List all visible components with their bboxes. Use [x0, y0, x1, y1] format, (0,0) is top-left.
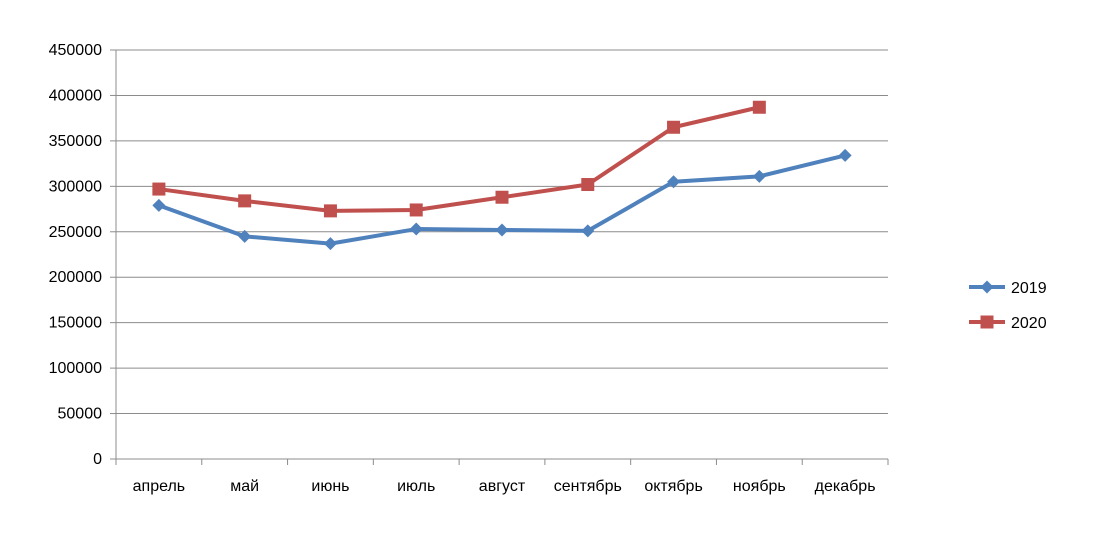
data-point-2019 — [495, 223, 509, 237]
data-point-2019 — [667, 175, 681, 189]
data-point-2020 — [495, 190, 509, 204]
legend-label: 2020 — [1011, 315, 1047, 332]
y-tick-label: 300000 — [49, 178, 102, 195]
y-tick-label: 0 — [93, 451, 102, 468]
legend: 2019 2020 — [969, 280, 1047, 332]
x-tick-label: октябрь — [644, 478, 702, 495]
x-tick-label: июнь — [311, 478, 349, 495]
x-tick-label: август — [479, 478, 526, 495]
series-lines — [152, 100, 852, 251]
data-point-2019 — [323, 237, 337, 251]
x-tick-label: апрель — [133, 478, 186, 495]
legend-marker — [980, 315, 994, 329]
x-tick-label: ноябрь — [733, 478, 786, 495]
y-axis-tick-labels: 0 50000 100000 150000 200000 250000 300000 3500… — [49, 42, 102, 468]
legend-marker — [980, 280, 994, 294]
data-point-2020 — [667, 120, 681, 134]
x-tick-label: декабрь — [815, 478, 876, 495]
data-point-2019 — [238, 229, 252, 243]
data-point-2020 — [152, 182, 166, 196]
series-line-2020 — [156, 105, 762, 213]
data-point-2019 — [581, 224, 595, 238]
data-point-2019 — [838, 148, 852, 162]
y-tick-label: 250000 — [49, 224, 102, 241]
y-tick-label: 350000 — [49, 133, 102, 150]
data-point-2020 — [238, 194, 252, 208]
legend-label: 2019 — [1011, 280, 1047, 297]
data-point-2020 — [581, 178, 595, 192]
x-tick-label: июль — [397, 478, 435, 495]
data-point-2020 — [752, 100, 766, 114]
data-point-2019 — [409, 222, 423, 236]
x-tick-label: сентябрь — [554, 478, 622, 495]
x-axis-tick-labels: апрель май июнь июль август сентябрь октябрь но… — [133, 478, 876, 495]
axes — [110, 49, 889, 465]
data-point-2020 — [409, 203, 423, 217]
data-point-2019 — [152, 198, 166, 212]
y-tick-label: 100000 — [49, 360, 102, 377]
data-point-2019 — [752, 169, 766, 183]
data-point-2020 — [323, 204, 337, 218]
y-tick-label: 200000 — [49, 269, 102, 286]
y-tick-label: 400000 — [49, 87, 102, 104]
y-tick-label: 50000 — [58, 406, 103, 423]
x-tick-label: май — [230, 478, 259, 495]
y-tick-label: 150000 — [49, 315, 102, 332]
y-tick-label: 450000 — [49, 42, 102, 59]
